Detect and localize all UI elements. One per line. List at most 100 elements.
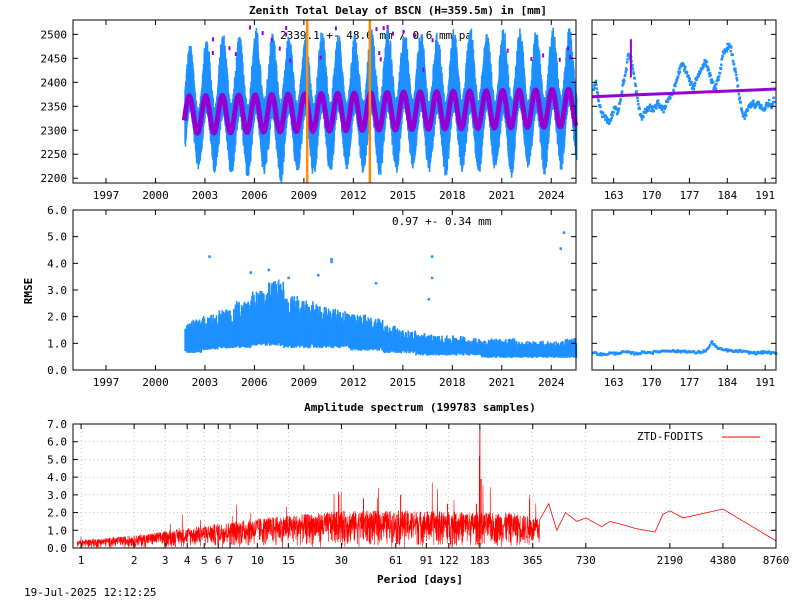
- rmse-outlier: [427, 298, 431, 301]
- ztd-recent-point: [631, 63, 634, 67]
- rmse-recent-point: [639, 352, 643, 355]
- ztd-recent-point: [693, 81, 697, 85]
- rmse-recent-point: [760, 352, 764, 355]
- x-tick-label: 2015: [390, 376, 417, 389]
- ztd-model-outlier: [211, 37, 214, 42]
- ztd-recent-point: [625, 61, 629, 64]
- ztd-recent-point: [734, 70, 738, 74]
- rmse-outlier: [430, 255, 434, 258]
- ztd-recent-point: [684, 65, 687, 69]
- y-tick-label: 2400: [41, 76, 68, 89]
- ztd-recent-point: [731, 59, 735, 63]
- rmse-recent-observations: [592, 340, 778, 357]
- y-tick-label: 1.0: [47, 524, 67, 537]
- x-tick-label: 1997: [93, 376, 120, 389]
- ztd-recent-point: [638, 107, 641, 111]
- ztd-recent-point: [744, 110, 747, 114]
- ztd-recent-point: [682, 63, 685, 66]
- ztd-recent-point: [740, 107, 743, 110]
- ztd-recent-point: [644, 108, 647, 111]
- ztd-recent-point: [627, 52, 630, 56]
- rmse-recent-frame: [591, 209, 777, 371]
- ztd-recent-point: [595, 83, 598, 87]
- x-tick-label: 61: [389, 554, 402, 567]
- ztd-recent-point: [720, 58, 724, 61]
- ztd-model-outlier: [285, 32, 288, 37]
- x-tick-label: 2021: [489, 189, 516, 202]
- x-tick-label: 2009: [291, 376, 318, 389]
- ztd-recent-point: [726, 47, 730, 51]
- ztd-recent-point: [620, 92, 623, 95]
- ztd-recent-point: [683, 69, 686, 72]
- rmse-recent-point: [704, 349, 708, 353]
- ztd-model-outlier: [278, 46, 281, 51]
- ztd-recent-point: [725, 50, 728, 53]
- rmse-recent-point: [730, 349, 734, 352]
- rmse-outlier: [430, 276, 434, 280]
- ztd-model-outlier: [234, 52, 237, 57]
- ztd-recent-point: [687, 74, 690, 78]
- x-tick-label: 2: [131, 554, 138, 567]
- rmse-recent-point: [747, 352, 751, 355]
- ztd-recent-point: [708, 71, 712, 75]
- ztd-recent-point: [598, 104, 602, 107]
- ztd-annotation: 2339.1 +- 48.6 mm / 0.6 mm pa: [280, 29, 472, 42]
- ztd-recent-point: [718, 72, 722, 75]
- ztd-recent-point: [615, 107, 618, 111]
- ztd-recent-point: [624, 73, 627, 77]
- y-tick-label: 5.0: [47, 231, 67, 244]
- rmse-recent-point: [739, 349, 742, 352]
- rmse-recent-point: [707, 345, 711, 349]
- rmse-outlier: [374, 282, 378, 285]
- ztd-recent-point: [655, 107, 658, 110]
- ztd-recent-point: [735, 76, 738, 80]
- ztd-recent-point: [727, 46, 730, 49]
- rmse-outlier: [287, 276, 290, 280]
- ztd-recent-point: [601, 115, 604, 118]
- rmse-recent-point: [769, 352, 773, 356]
- ztd-recent-point: [608, 121, 611, 124]
- y-tick-label: 6.0: [47, 436, 67, 449]
- ztd-recent-point: [763, 108, 766, 112]
- ztd-model-outlier: [414, 33, 417, 38]
- rmse-recent-point: [715, 345, 718, 348]
- ztd-recent-point: [697, 73, 700, 76]
- ztd-recent-point: [677, 72, 681, 76]
- rmse-ylabel: RMSE: [22, 278, 35, 305]
- ztd-recent-point: [769, 104, 773, 107]
- rmse-recent-point: [599, 352, 603, 355]
- ztd-recent-point: [599, 105, 602, 109]
- ztd-recent-point: [647, 109, 650, 112]
- ztd-model-outlier: [431, 38, 434, 43]
- ztd-recent-point: [710, 78, 714, 81]
- y-tick-label: 7.0: [47, 418, 67, 431]
- ztd-recent-point: [717, 78, 720, 82]
- rmse-recent-point: [651, 352, 655, 355]
- ztd-recent-point: [650, 106, 654, 109]
- ztd-recent-point: [739, 101, 742, 104]
- x-tick-label: 191: [755, 189, 775, 202]
- ztd-recent-point: [711, 81, 715, 84]
- rmse-annotation: 0.97 +- 0.34 mm: [392, 215, 492, 228]
- ztd-recent-point: [732, 63, 736, 66]
- rmse-recent-point: [632, 351, 635, 354]
- rmse-outlier: [267, 268, 271, 272]
- ztd-recent-point: [632, 72, 636, 76]
- ztd-recent-point: [729, 49, 733, 53]
- x-tick-label: 2000: [142, 376, 169, 389]
- ztd-recent-point: [690, 81, 693, 84]
- ztd-model-outlier: [334, 26, 337, 31]
- x-tick-label: 6: [215, 554, 222, 567]
- rmse-recent-point: [759, 350, 763, 354]
- ztd-recent-point: [719, 67, 723, 71]
- ztd-recent-point: [769, 102, 772, 106]
- ztd-recent-point: [597, 99, 600, 103]
- ztd-recent-point: [594, 81, 597, 85]
- y-tick-label: 4.0: [47, 257, 67, 270]
- rmse-outlier: [330, 258, 333, 261]
- x-tick-label: 2021: [489, 376, 516, 389]
- ztd-recent-point: [688, 79, 691, 83]
- ztd-recent-point: [703, 61, 707, 64]
- y-tick-label: 4.0: [47, 471, 67, 484]
- ztd-recent-point: [764, 107, 767, 110]
